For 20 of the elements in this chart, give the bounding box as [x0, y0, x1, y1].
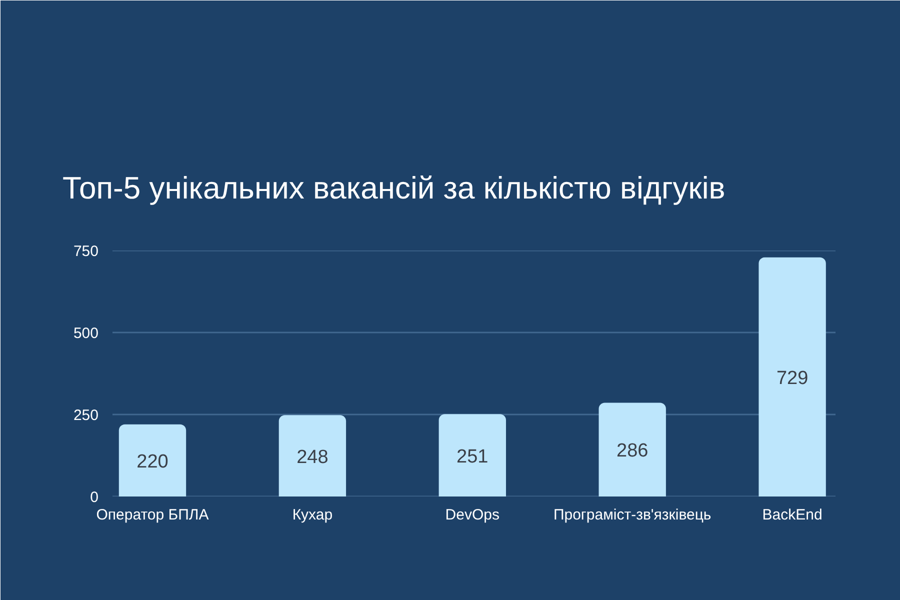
data-label: 248: [296, 446, 328, 468]
bar: [438, 414, 506, 496]
data-label: 251: [456, 446, 488, 468]
bar: [118, 424, 186, 496]
chart-title: Топ-5 унікальних вакансій за кількістю відгуків: [62, 170, 726, 206]
x-tick-label: DevOps: [445, 506, 500, 524]
bar: [758, 257, 826, 496]
x-tick-label: Оператор БПЛА: [96, 506, 209, 524]
y-tick-label: 500: [73, 325, 99, 342]
x-tick-label: Програміст-зв'язківець: [553, 506, 712, 524]
data-label: 286: [616, 440, 648, 462]
y-tick-label: 750: [73, 243, 99, 260]
x-tick-label: BackEnd: [762, 506, 822, 524]
data-label: 220: [136, 451, 168, 472]
y-tick-label: 0: [90, 489, 98, 506]
x-tick-label: Кухар: [292, 506, 333, 524]
bar: [278, 415, 346, 496]
data-label: 729: [776, 368, 808, 389]
bar: [598, 402, 666, 496]
y-tick-label: 250: [73, 407, 99, 424]
